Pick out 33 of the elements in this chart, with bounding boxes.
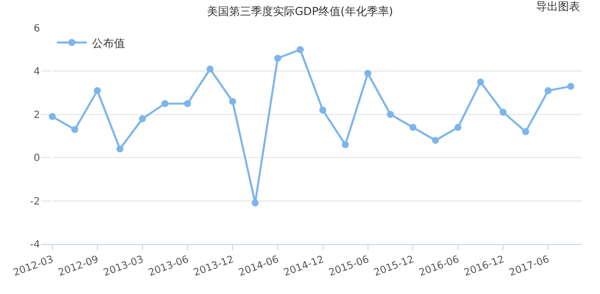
point [71,126,78,134]
point [567,82,574,90]
point [500,108,507,116]
point [206,66,214,73]
point [432,136,439,144]
y-tick-label: 6 [34,24,40,34]
legend-label: 公布值 [92,36,125,50]
y-tick-label: -4 [30,240,40,250]
y-tick-label: 4 [34,66,40,78]
point [454,124,462,131]
point [319,106,326,114]
point [252,199,259,206]
point [296,46,304,54]
point [522,128,530,136]
y-tick-label: 0 [34,153,40,164]
point [184,100,192,108]
chart-title: 美国第三季度实际GDP终值(年化季率) [206,5,394,18]
point [94,87,101,94]
point [48,113,56,120]
point [229,98,236,105]
point [274,54,282,62]
point [409,124,416,131]
y-tick-label: -2 [30,196,40,208]
point [161,100,168,108]
point [138,115,146,122]
point [477,78,484,86]
point [544,87,552,94]
point [342,141,349,148]
point [386,110,394,118]
point [116,145,124,152]
point [364,70,372,77]
text: 导出图表 [536,0,580,13]
y-tick-label: 2 [34,110,40,121]
